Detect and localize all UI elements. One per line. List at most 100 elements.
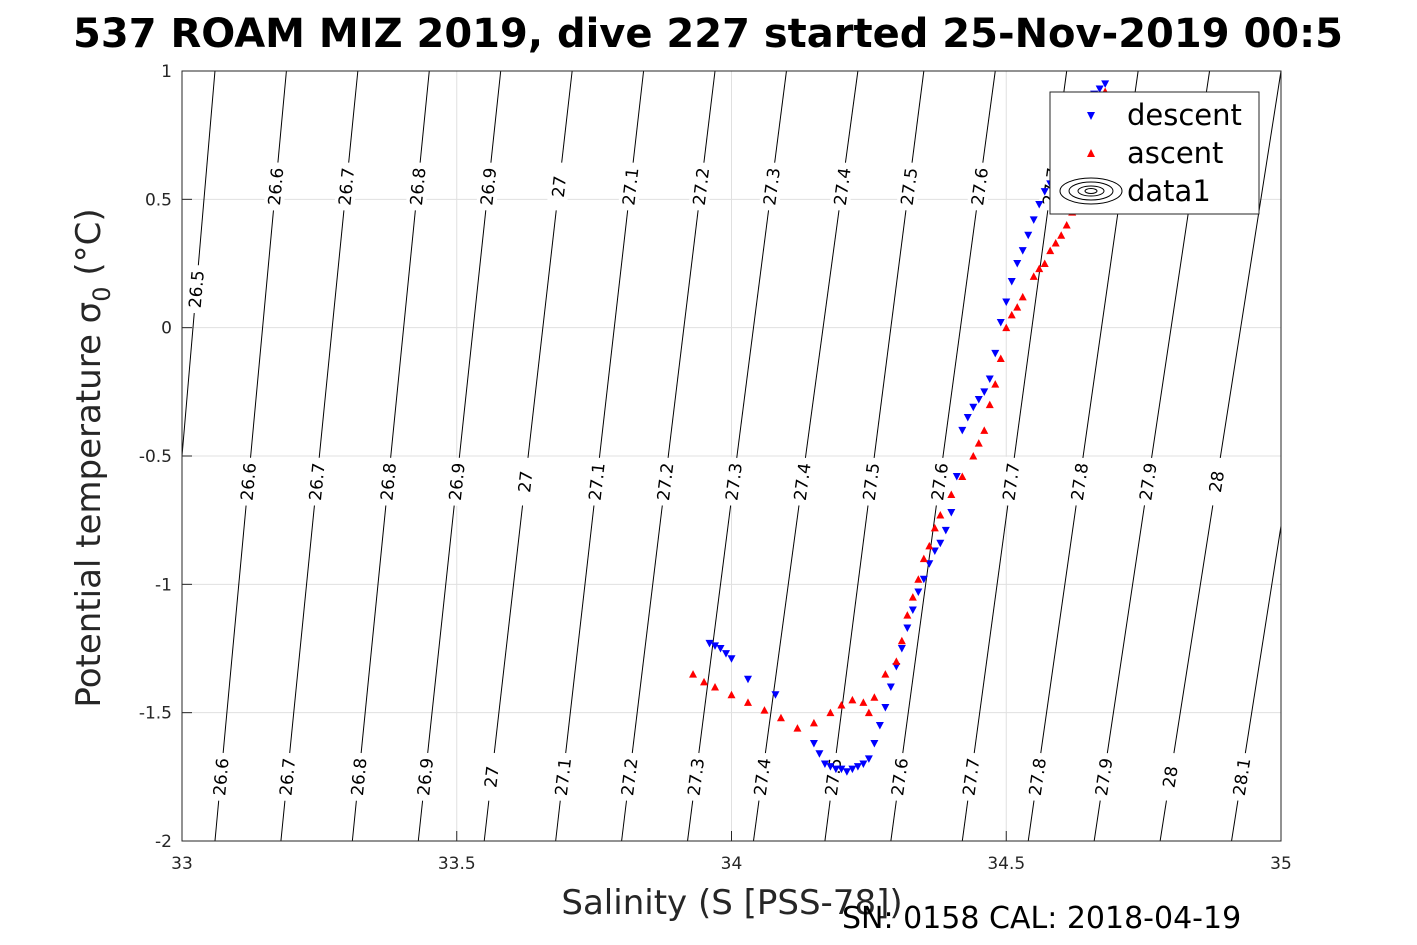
contour-label: 26.9: [414, 757, 438, 797]
contour-label-background: [966, 161, 993, 212]
contour-label: 26.8: [348, 757, 372, 797]
descent-point: [1018, 247, 1027, 255]
legend-descent-marker: [1087, 112, 1095, 120]
descent-point: [1024, 231, 1033, 240]
descent-point: [985, 375, 994, 383]
contour-label: 27.2: [654, 462, 678, 502]
descent-point: [705, 639, 714, 648]
contour-label: 26.5: [186, 270, 209, 309]
ascent-point: [864, 708, 873, 717]
contour-label-background: [749, 751, 776, 802]
density-contour-line: [1159, 70, 1282, 842]
ascent-point: [700, 677, 709, 686]
contour-label-background: [584, 456, 610, 507]
y-tick-label: -2: [155, 832, 172, 852]
descent-point: [914, 588, 923, 597]
y-axis-label: Potential temperature σ0 (°C): [69, 208, 116, 707]
ascent-point: [936, 511, 945, 519]
contour-label-background: [412, 751, 438, 802]
contour-label: 26.6: [238, 462, 261, 502]
ascent-point: [743, 698, 752, 706]
descent-point: [875, 722, 884, 730]
contour-label-background: [1134, 456, 1162, 507]
x-tick-label: 33: [171, 854, 193, 874]
x-tick-label: 35: [1270, 854, 1292, 874]
legend-box: [1049, 91, 1260, 215]
ascent-point: [809, 718, 818, 727]
ascent-point: [969, 452, 978, 460]
descent-point: [930, 547, 939, 555]
descent-point: [974, 396, 983, 404]
contour-label: 26.9: [446, 462, 470, 502]
descent-point: [842, 768, 851, 776]
descent-point: [722, 650, 731, 658]
contour-label: 26.8: [407, 167, 431, 207]
descent-point: [919, 575, 928, 584]
ascent-point: [908, 593, 917, 601]
descent-point: [1040, 188, 1049, 196]
contour-label-background: [758, 161, 785, 212]
descent-point: [881, 704, 890, 712]
ascent-point: [1007, 310, 1016, 319]
descent-point: [859, 760, 868, 768]
x-axis-label: Salinity (S [PSS-78]): [561, 883, 902, 923]
ascent-point: [776, 713, 785, 722]
contour-label-background: [375, 456, 401, 507]
legend-contour-icon: [1059, 177, 1123, 205]
y-tick-label: 0.5: [145, 190, 172, 210]
descent-point: [864, 755, 873, 763]
contour-label-background: [789, 456, 816, 507]
contour-label-background: [546, 161, 572, 212]
ascent-point: [903, 611, 912, 619]
descent-point: [886, 683, 895, 691]
legend-descent-label: descent: [1127, 98, 1242, 132]
contour-label-background: [886, 751, 913, 802]
ascent-point: [980, 426, 989, 434]
descent-point: [870, 739, 879, 748]
ascent-point: [985, 400, 994, 409]
ascent-point: [689, 670, 698, 678]
ascent-point: [881, 670, 890, 678]
serial-calibration-footer: SN: 0158 CAL: 2018-04-19: [842, 901, 1241, 936]
ascent-point: [826, 708, 835, 717]
descent-point: [941, 526, 950, 535]
contour-label-background: [652, 456, 679, 507]
contour-label-background: [926, 456, 953, 507]
contour-label-background: [405, 161, 431, 212]
descent-point: [991, 349, 1000, 358]
descent-point: [1035, 200, 1044, 209]
contour-label: 27.3: [684, 757, 709, 797]
contour-label-background: [957, 751, 985, 802]
contour-label-background: [682, 751, 709, 802]
legend-ascent-label: ascent: [1127, 136, 1223, 170]
chart-title: 537 ROAM MIZ 2019, dive 227 started 25-N…: [73, 11, 1343, 57]
contour-label: 26.7: [306, 462, 330, 502]
legend: descent ascent data1: [1049, 91, 1260, 215]
density-contour-line: [181, 70, 216, 457]
ascent-point: [870, 693, 879, 701]
ascent-point: [1035, 264, 1044, 273]
contour-label: 27.5: [860, 462, 885, 502]
contour-label: 27.3: [760, 167, 785, 207]
ascent-point: [930, 523, 939, 532]
ascent-point: [1002, 323, 1011, 332]
descent-point: [826, 763, 835, 771]
ascent-point: [919, 554, 928, 563]
contour-label: 27.1: [619, 167, 643, 207]
descent-point: [925, 560, 934, 568]
y-tick-label: -1: [155, 575, 172, 595]
contour-label-background: [829, 161, 856, 212]
ascent-point: [1029, 272, 1038, 280]
contour-label: 27: [481, 765, 503, 789]
ascent-point: [837, 700, 846, 709]
contour-label: 27.2: [618, 757, 642, 797]
descent-point: [743, 675, 752, 684]
contour-label: 27.1: [586, 462, 610, 502]
contour-label: 28: [1206, 470, 1229, 494]
axis-ticks: 33 33.5 34 34.5 35 1 0.5 0 -0.5 -1 -1.5 -2: [139, 62, 1292, 874]
contour-label: 26.8: [377, 462, 401, 502]
x-tick-label: 34: [721, 854, 743, 874]
ascent-point: [996, 354, 1005, 362]
contour-label-background: [550, 751, 576, 802]
ascent-point: [892, 657, 901, 665]
